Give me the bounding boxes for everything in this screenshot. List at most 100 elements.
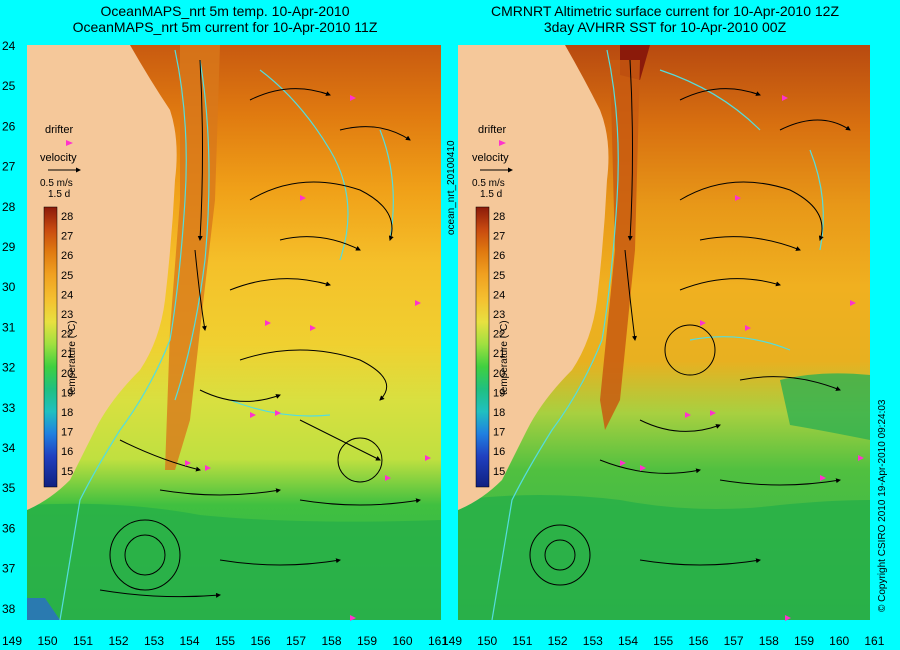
longitude-tick-label-left: 149 xyxy=(2,634,22,648)
left-legend: drifter velocity 0.5 m/s 1.5 d 282726252… xyxy=(40,124,81,488)
colorbar-tick-label: 25 xyxy=(493,270,505,282)
colorbar-tick-label: 16 xyxy=(493,446,505,458)
longitude-tick-label-right: 156 xyxy=(688,634,708,648)
right-velocity-label: velocity xyxy=(472,152,509,164)
right-temperature-axis-label: temperature (°C) xyxy=(499,320,510,395)
latitude-tick-label: 25 xyxy=(2,79,16,93)
colorbar-tick-label: 20 xyxy=(61,368,73,380)
longitude-tick-label-left: 154 xyxy=(179,634,199,648)
colorbar-tick-label: 20 xyxy=(493,368,505,380)
colorbar-tick-label: 23 xyxy=(61,309,73,321)
left-colorbar-ticks: 28 27 26 25 24 23 22 21 20 19 18 17 16 15 xyxy=(61,211,73,478)
right-title-line1: CMRNRT Altimetric surface current for 10… xyxy=(490,3,840,19)
colorbar-tick-label: 26 xyxy=(493,250,505,262)
colorbar-tick-label: 15 xyxy=(61,466,73,478)
right-drifter-label: drifter xyxy=(478,124,506,136)
right-colorbar xyxy=(475,206,490,488)
left-drifters xyxy=(185,95,431,621)
colorbar-tick-label: 17 xyxy=(493,427,505,439)
left-current-vectors xyxy=(99,59,421,598)
longitude-tick-label-left: 153 xyxy=(144,634,164,648)
right-drifters xyxy=(620,95,864,621)
colorbar-tick-label: 15 xyxy=(493,466,505,478)
right-map-panel xyxy=(458,45,870,621)
longitude-tick-label-left: 159 xyxy=(357,634,377,648)
right-title: CMRNRT Altimetric surface current for 10… xyxy=(445,3,885,35)
colorbar-tick-label: 23 xyxy=(493,309,505,321)
colorbar-tick-label: 24 xyxy=(493,289,505,301)
latitude-tick-label: 30 xyxy=(2,280,16,294)
longitude-tick-label-right: 155 xyxy=(653,634,673,648)
left-title-line1: OceanMAPS_nrt 5m temp. 10-Apr-2010 xyxy=(100,3,350,19)
longitude-tick-label-right: 152 xyxy=(548,634,568,648)
run-id-label: ocean_nrt_20100410 xyxy=(446,140,457,235)
latitude-tick-label: 37 xyxy=(2,562,16,576)
longitude-tick-label-left: 156 xyxy=(250,634,270,648)
colorbar-tick-label: 17 xyxy=(61,427,73,439)
longitude-tick-label-right: 159 xyxy=(794,634,814,648)
longitude-tick-label-left: 161 xyxy=(428,634,448,648)
left-title-line2: OceanMAPS_nrt 5m current for 10-Apr-2010… xyxy=(72,19,378,35)
colorbar-tick-label: 28 xyxy=(61,211,73,223)
colorbar-tick-label: 24 xyxy=(61,289,73,301)
colorbar-tick-label: 21 xyxy=(493,348,505,360)
latitude-tick-label: 28 xyxy=(2,200,16,214)
latitude-tick-label: 36 xyxy=(2,521,16,535)
latitude-tick-label: 32 xyxy=(2,361,16,375)
left-scale-line1: 0.5 m/s xyxy=(40,178,73,189)
longitude-tick-label-right: 160 xyxy=(829,634,849,648)
left-land-australia xyxy=(27,45,177,510)
latitude-tick-label: 38 xyxy=(2,602,16,616)
right-drifter-symbol xyxy=(499,140,506,146)
left-velocity-label: velocity xyxy=(40,152,77,164)
colorbar-tick-label: 22 xyxy=(493,329,505,341)
colorbar-tick-label: 18 xyxy=(493,407,505,419)
left-colorbar xyxy=(43,206,58,488)
colorbar-tick-label: 22 xyxy=(61,329,73,341)
colorbar-tick-label: 16 xyxy=(61,446,73,458)
right-land-australia xyxy=(458,45,609,510)
left-temperature-axis-label: temperature (°C) xyxy=(67,320,78,395)
longitude-tick-label-right: 150 xyxy=(477,634,497,648)
colorbar-tick-label: 18 xyxy=(61,407,73,419)
left-depth-contours xyxy=(59,49,394,621)
left-title: OceanMAPS_nrt 5m temp. 10-Apr-2010 Ocean… xyxy=(10,3,440,35)
colorbar-tick-label: 25 xyxy=(61,270,73,282)
right-scale-line1: 0.5 m/s xyxy=(472,178,505,189)
latitude-tick-label: 33 xyxy=(2,401,16,415)
longitude-tick-label-right: 153 xyxy=(583,634,603,648)
colorbar-tick-label: 21 xyxy=(61,348,73,360)
colorbar-tick-label: 27 xyxy=(493,231,505,243)
longitude-tick-label-right: 157 xyxy=(724,634,744,648)
latitude-tick-label: 31 xyxy=(2,320,16,334)
left-drifter-label: drifter xyxy=(45,124,73,136)
latitude-tick-label: 35 xyxy=(2,481,16,495)
left-scale-line2: 1.5 d xyxy=(48,189,70,200)
latitude-tick-label: 27 xyxy=(2,160,16,174)
longitude-tick-label-right: 161 xyxy=(864,634,884,648)
latitude-axis-labels: 24 25 26 27 28 29 30 31 32 33 34 35 36 37 38 xyxy=(2,39,16,616)
longitude-tick-label-left: 155 xyxy=(215,634,235,648)
longitude-tick-label-right: 149 xyxy=(442,634,462,648)
longitude-axis-labels: 149 149 150 150 151 151 152 152 153 153 154 154 155 1… xyxy=(2,634,885,648)
colorbar-tick-label: 26 xyxy=(61,250,73,262)
right-colorbar-ticks: 28 27 26 25 24 23 22 21 20 19 18 17 16 15 xyxy=(493,211,505,478)
colorbar-tick-label: 28 xyxy=(493,211,505,223)
right-scale-line2: 1.5 d xyxy=(480,189,502,200)
latitude-tick-label: 29 xyxy=(2,240,16,254)
left-map-panel xyxy=(27,45,441,621)
colorbar-tick-label: 27 xyxy=(61,231,73,243)
longitude-tick-label-left: 158 xyxy=(321,634,341,648)
copyright-label: © Copyright CSIRO 2010 19-Apr-2010 09:24… xyxy=(877,399,888,613)
colorbar-tick-label: 19 xyxy=(493,387,505,399)
left-drifter-symbol xyxy=(66,140,73,146)
longitude-tick-label-left: 151 xyxy=(73,634,93,648)
longitude-tick-label-right: 151 xyxy=(512,634,532,648)
longitude-tick-label-left: 152 xyxy=(108,634,128,648)
colorbar-tick-label: 19 xyxy=(61,387,73,399)
longitude-tick-label-right: 158 xyxy=(759,634,779,648)
latitude-tick-label: 34 xyxy=(2,441,16,455)
right-current-vectors xyxy=(529,59,851,586)
longitude-tick-label-left: 160 xyxy=(392,634,412,648)
